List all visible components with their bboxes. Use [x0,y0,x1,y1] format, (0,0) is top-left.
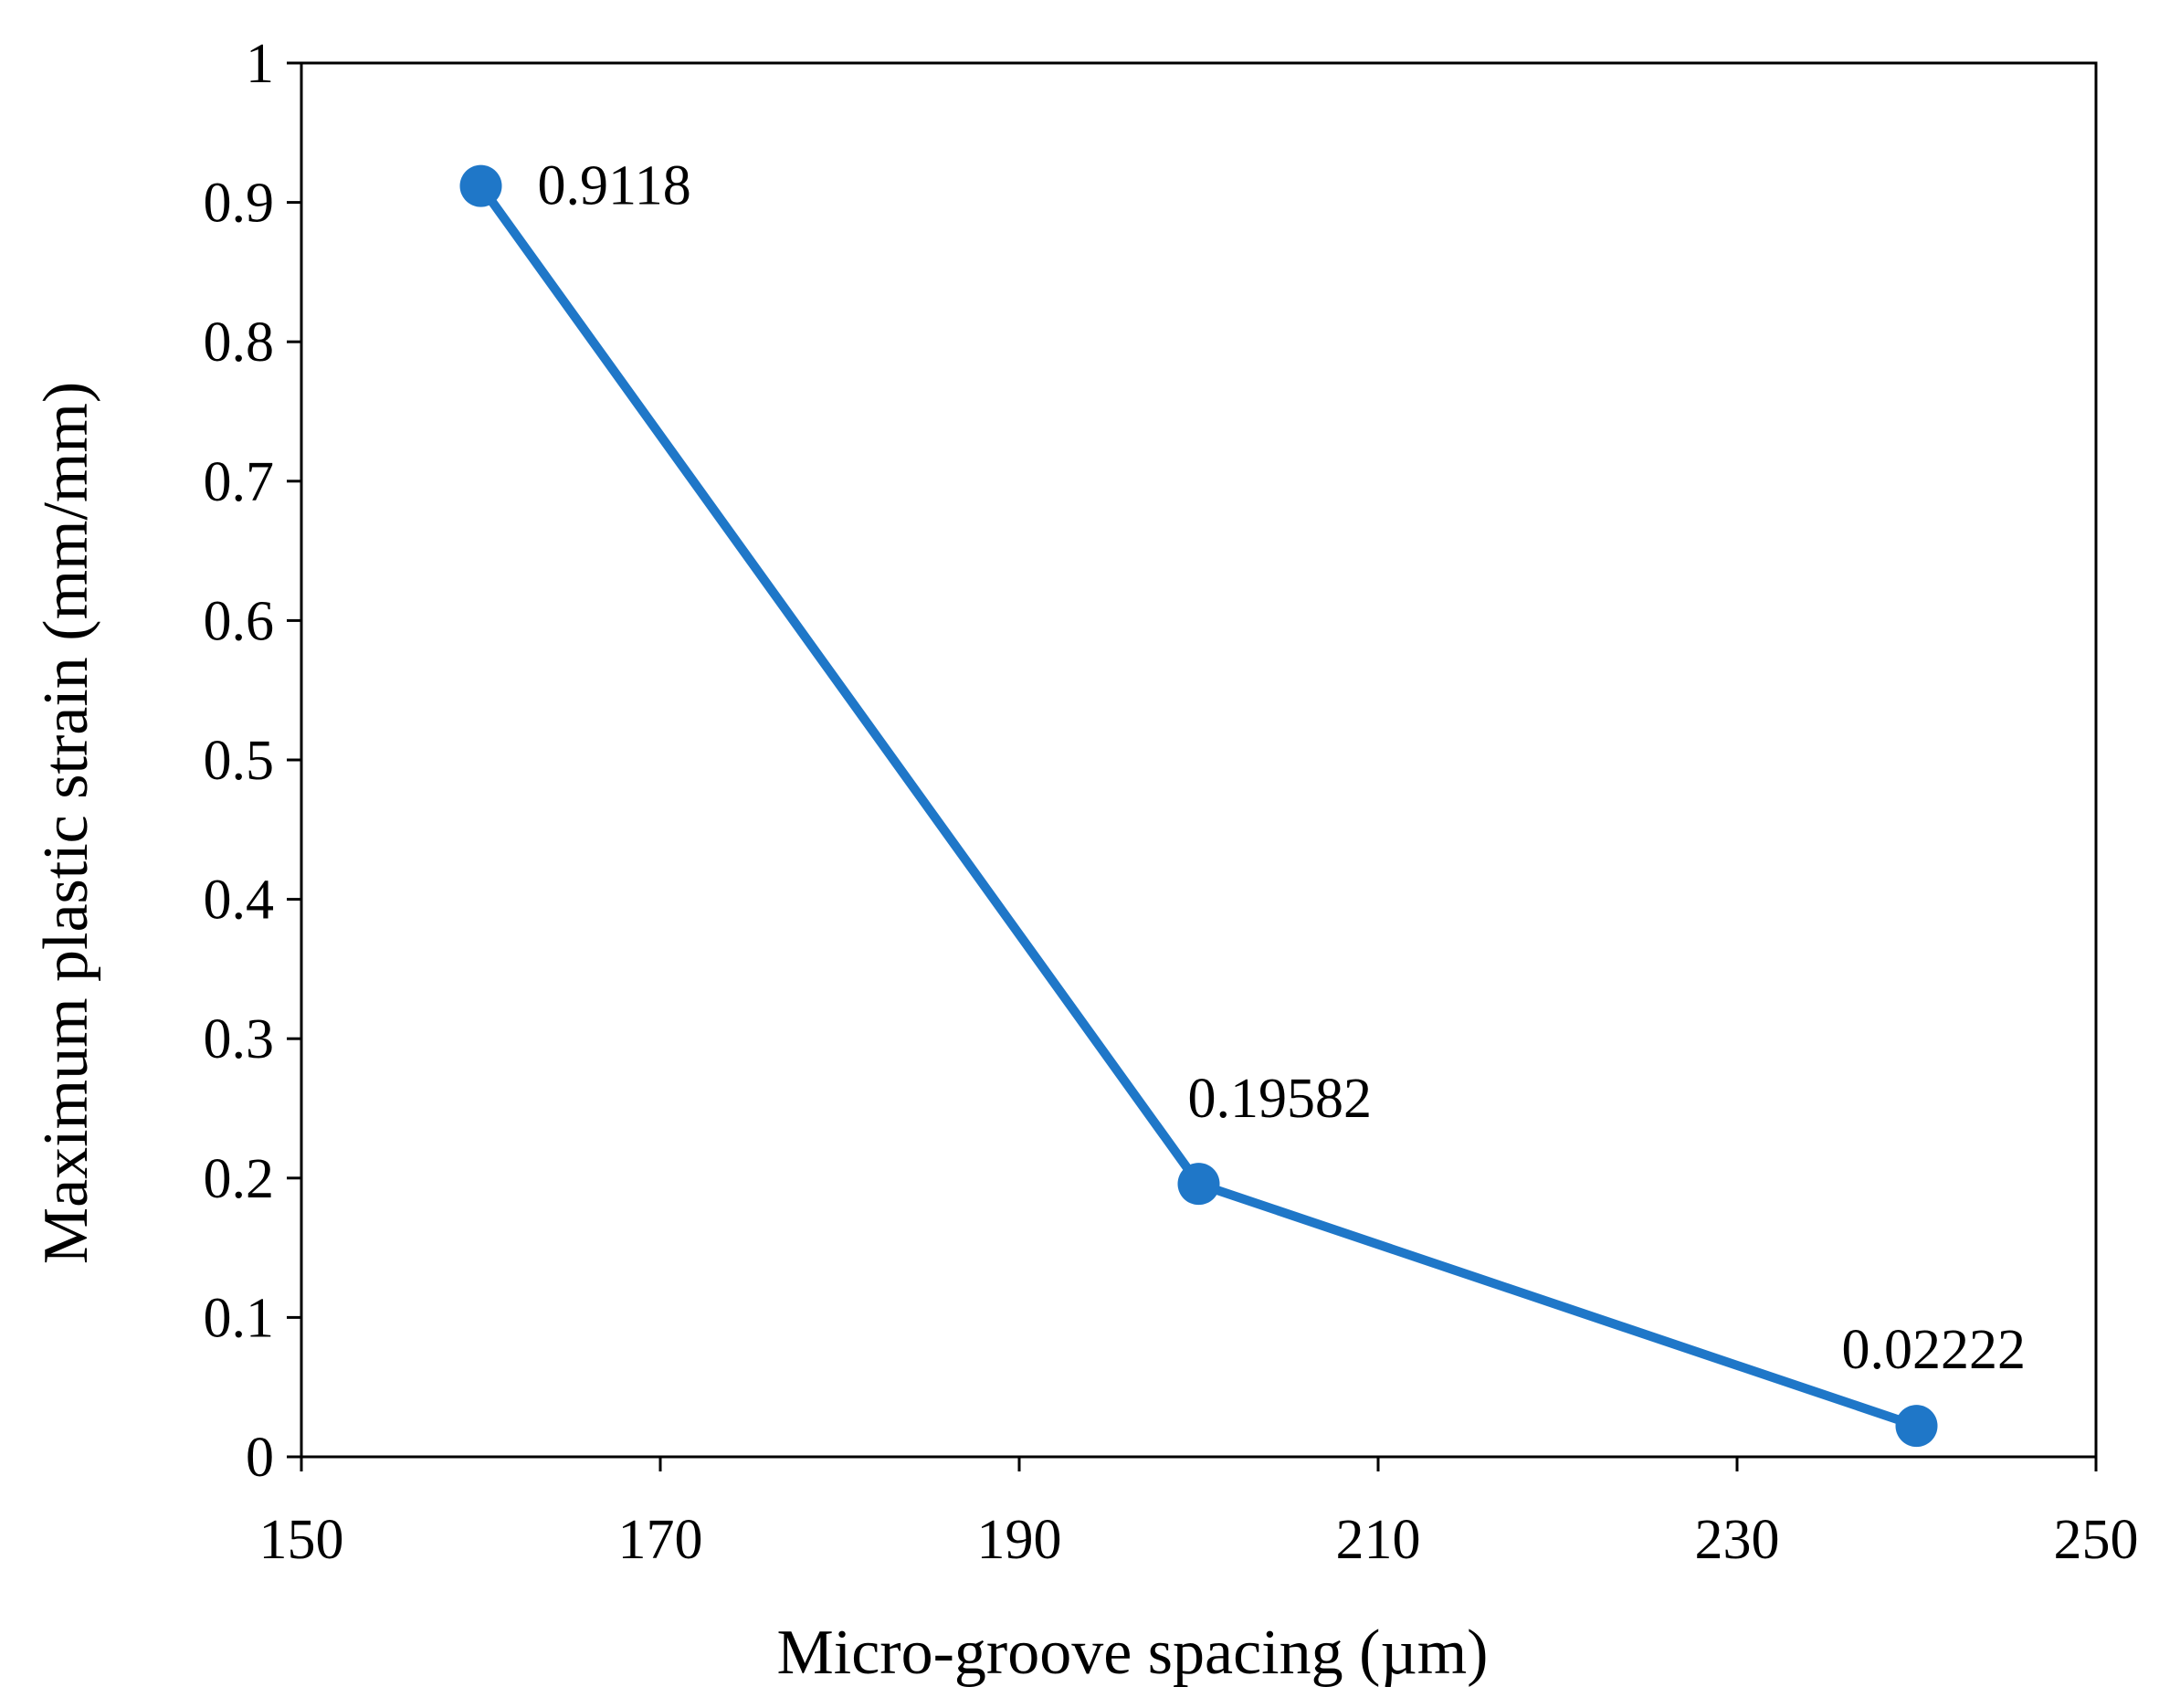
x-tick-label: 230 [1695,1509,1780,1571]
x-axis: 150 170 190 210 230 250 [259,1457,2139,1571]
data-label: 0.02222 [1842,1319,2027,1381]
y-tick-label: 0.6 [204,590,275,652]
y-tick-label: 1 [246,33,274,95]
data-point [1895,1405,1938,1448]
x-tick-label: 190 [977,1509,1062,1571]
y-tick-label: 0.7 [204,451,275,513]
y-tick-label: 0.4 [204,870,275,932]
data-label: 0.19582 [1188,1068,1373,1130]
y-tick-label: 0.8 [204,311,275,374]
x-tick-label: 250 [2054,1509,2139,1571]
y-axis: 0 0.1 0.2 0.3 0.4 0.5 0.6 0.7 0.8 0.9 1 [204,33,301,1489]
x-tick-label: 170 [618,1509,703,1571]
x-axis-title: Micro-groove spacing (µm) [777,1618,1489,1688]
y-axis-title: Maximum plastic strain (mm/mm) [31,382,101,1264]
x-tick-label: 150 [259,1509,344,1571]
x-tick-label: 210 [1336,1509,1421,1571]
data-label: 0.9118 [538,155,691,217]
y-tick-label: 0.1 [204,1287,275,1349]
y-tick-label: 0.9 [204,173,275,235]
y-tick-label: 0.2 [204,1148,275,1210]
y-tick-label: 0.3 [204,1008,275,1070]
data-label-layer: 0.9118 0.19582 0.02222 [538,155,2027,1381]
series-layer [459,164,1938,1448]
data-point [1177,1163,1220,1206]
y-tick-label: 0.5 [204,730,275,792]
y-tick-label: 0 [246,1427,274,1489]
data-point [459,164,502,207]
